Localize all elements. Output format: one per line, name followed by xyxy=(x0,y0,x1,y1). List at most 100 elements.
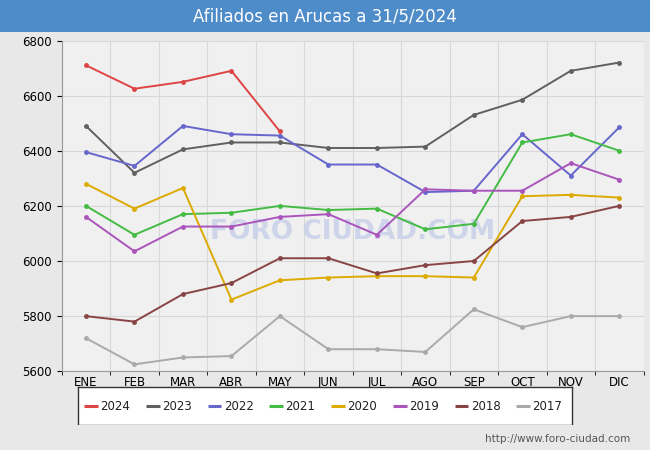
2020 xyxy=(567,192,575,198)
Text: FORO CIUDAD.COM: FORO CIUDAD.COM xyxy=(210,219,495,245)
2019 xyxy=(82,214,90,220)
Text: 2022: 2022 xyxy=(224,400,254,413)
Text: 2023: 2023 xyxy=(162,400,192,413)
2024 xyxy=(82,63,90,68)
2018 xyxy=(131,319,138,324)
2020 xyxy=(276,278,284,283)
2021 xyxy=(373,206,381,211)
2018 xyxy=(324,256,332,261)
2019 xyxy=(373,232,381,238)
2017 xyxy=(421,349,429,355)
2021 xyxy=(276,203,284,209)
2017 xyxy=(519,324,526,330)
2018 xyxy=(616,203,623,209)
Text: 2020: 2020 xyxy=(347,400,377,413)
2018 xyxy=(373,271,381,276)
2017 xyxy=(470,306,478,312)
Line: 2017: 2017 xyxy=(84,307,621,366)
2022 xyxy=(616,125,623,130)
2018 xyxy=(276,256,284,261)
2017 xyxy=(373,346,381,352)
2024 xyxy=(179,79,187,85)
Line: 2022: 2022 xyxy=(84,124,621,194)
2020 xyxy=(324,275,332,280)
2021 xyxy=(131,232,138,238)
2022 xyxy=(276,133,284,138)
2024 xyxy=(276,129,284,134)
2023 xyxy=(131,170,138,176)
2017 xyxy=(324,346,332,352)
2022 xyxy=(82,149,90,155)
2017 xyxy=(616,313,623,319)
2023 xyxy=(82,123,90,129)
Text: http://www.foro-ciudad.com: http://www.foro-ciudad.com xyxy=(486,434,630,444)
2020 xyxy=(82,181,90,187)
2018 xyxy=(227,280,235,286)
2019 xyxy=(567,161,575,166)
2022 xyxy=(373,162,381,167)
Line: 2019: 2019 xyxy=(84,162,621,253)
2020 xyxy=(616,195,623,200)
2022 xyxy=(324,162,332,167)
2021 xyxy=(421,227,429,232)
2018 xyxy=(519,218,526,224)
2020 xyxy=(373,274,381,279)
2021 xyxy=(470,221,478,226)
2022 xyxy=(227,131,235,137)
2020 xyxy=(227,297,235,302)
2019 xyxy=(324,212,332,217)
2022 xyxy=(421,189,429,195)
2020 xyxy=(131,206,138,211)
Line: 2018: 2018 xyxy=(84,204,621,324)
2018 xyxy=(470,258,478,264)
2021 xyxy=(82,203,90,209)
2019 xyxy=(227,224,235,229)
2017 xyxy=(131,362,138,367)
Line: 2024: 2024 xyxy=(84,63,281,133)
Text: 2019: 2019 xyxy=(409,400,439,413)
2023 xyxy=(276,140,284,145)
2017 xyxy=(82,335,90,341)
2021 xyxy=(567,131,575,137)
2018 xyxy=(82,313,90,319)
2024 xyxy=(131,86,138,91)
Text: 2024: 2024 xyxy=(100,400,130,413)
2022 xyxy=(131,163,138,169)
2019 xyxy=(616,177,623,182)
Text: 2018: 2018 xyxy=(471,400,500,413)
2023 xyxy=(616,60,623,65)
2020 xyxy=(421,274,429,279)
2022 xyxy=(179,123,187,129)
2023 xyxy=(519,97,526,103)
2023 xyxy=(470,112,478,117)
2023 xyxy=(227,140,235,145)
2023 xyxy=(421,144,429,149)
2021 xyxy=(324,207,332,213)
Line: 2020: 2020 xyxy=(84,182,621,302)
2020 xyxy=(179,185,187,191)
Line: 2023: 2023 xyxy=(84,61,621,175)
2023 xyxy=(373,145,381,151)
2020 xyxy=(519,194,526,199)
2017 xyxy=(276,313,284,319)
2021 xyxy=(179,212,187,217)
Text: Afiliados en Arucas a 31/5/2024: Afiliados en Arucas a 31/5/2024 xyxy=(193,7,457,25)
2021 xyxy=(616,148,623,153)
2019 xyxy=(179,224,187,229)
2023 xyxy=(324,145,332,151)
2024 xyxy=(227,68,235,73)
2023 xyxy=(179,147,187,152)
2017 xyxy=(227,353,235,359)
2022 xyxy=(567,173,575,178)
Text: 2017: 2017 xyxy=(532,400,562,413)
2022 xyxy=(470,188,478,194)
2017 xyxy=(179,355,187,360)
2019 xyxy=(421,187,429,192)
2020 xyxy=(470,275,478,280)
2023 xyxy=(567,68,575,73)
2019 xyxy=(131,249,138,254)
2018 xyxy=(567,214,575,220)
Line: 2021: 2021 xyxy=(84,132,621,237)
2017 xyxy=(567,313,575,319)
2018 xyxy=(421,262,429,268)
